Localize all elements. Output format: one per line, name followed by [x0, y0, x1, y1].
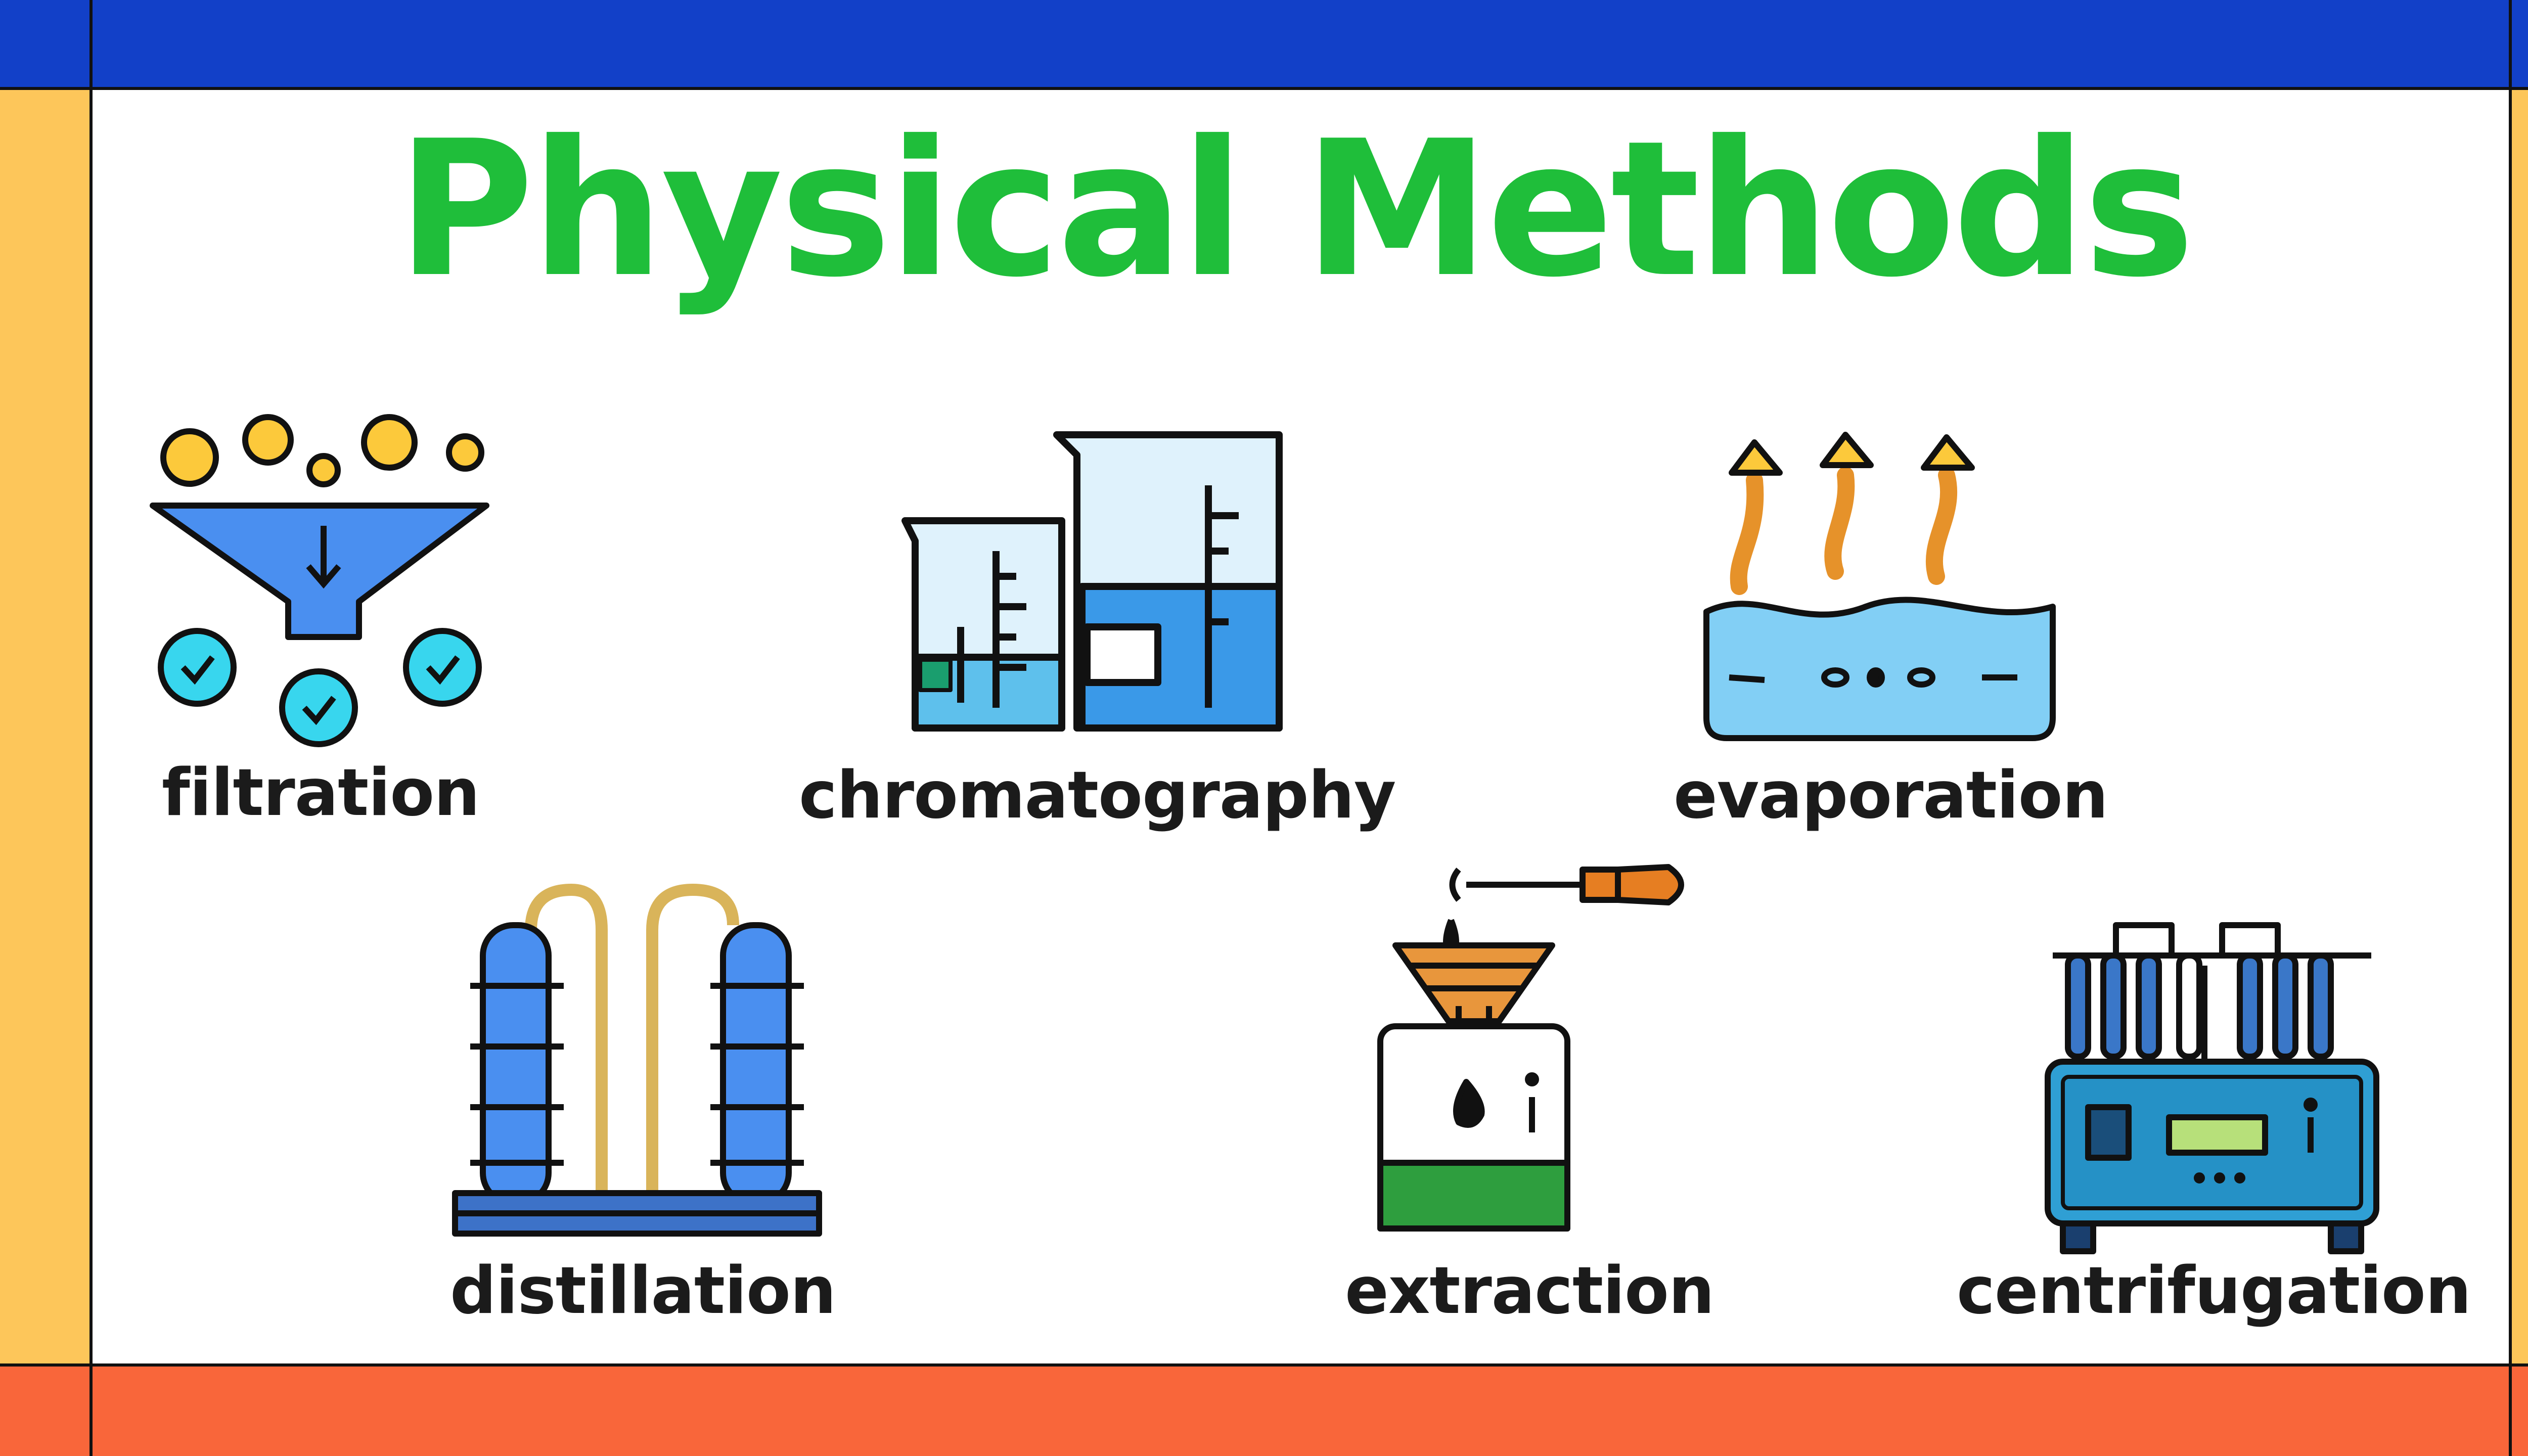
dropper-flask-icon	[1377, 864, 1684, 1232]
centrifuge-icon	[2045, 922, 2379, 1254]
distillation-columns-icon	[452, 884, 822, 1237]
evaporating-water-icon	[1703, 432, 2056, 741]
funnel-icon	[150, 414, 489, 747]
method-label-distillation: distillation	[450, 1253, 836, 1329]
method-label-evaporation: evaporation	[1674, 758, 2108, 833]
beakers-icon	[901, 431, 1283, 732]
page-title: Physical Methods	[396, 101, 2195, 318]
method-label-filtration: filtration	[162, 755, 480, 831]
method-label-centrifugation: centrifugation	[1957, 1253, 2471, 1329]
method-label-extraction: extraction	[1345, 1253, 1714, 1329]
method-label-chromatography: chromatography	[799, 758, 1396, 833]
